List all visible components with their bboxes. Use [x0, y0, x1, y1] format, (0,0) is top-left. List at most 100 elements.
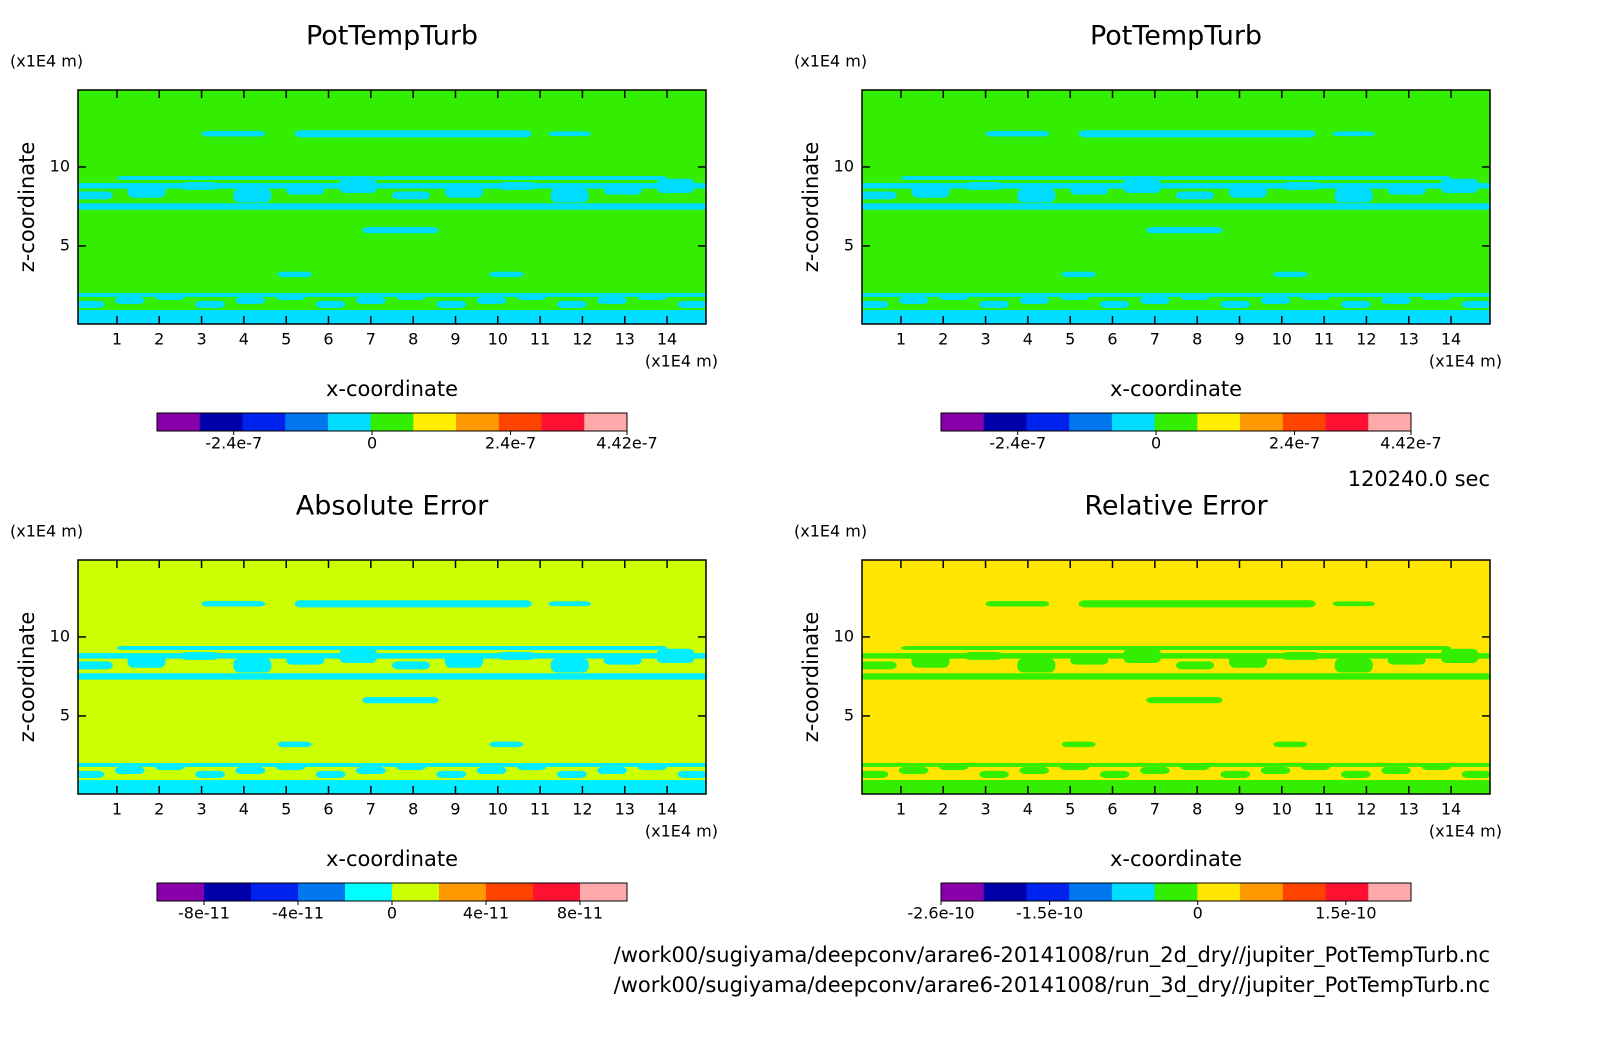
field-feature — [964, 651, 1003, 660]
colorbar-frame — [156, 412, 628, 432]
x-unit: (x1E4 m) — [645, 822, 718, 841]
colorbar-segment — [1111, 413, 1156, 431]
field-feature — [78, 309, 706, 324]
field-feature — [656, 648, 695, 664]
colorbar-tick-label: 0 — [367, 434, 377, 453]
colorbar-segment — [1154, 413, 1198, 431]
colorbar-tick-label: -2.4e-7 — [989, 434, 1046, 453]
colorbar-segment — [1026, 413, 1070, 431]
colorbar-segment — [1368, 413, 1412, 431]
x-tick-label: 2 — [938, 330, 948, 349]
field-feature — [294, 600, 532, 608]
field-feature — [1260, 296, 1291, 305]
field-feature — [1070, 186, 1109, 195]
field-feature — [1334, 658, 1373, 673]
plot-frame — [77, 559, 707, 795]
x-tick-label: 6 — [1107, 330, 1117, 349]
x-tick-label: 7 — [366, 800, 376, 819]
field-feature — [476, 296, 507, 305]
field-feature — [1061, 741, 1096, 748]
x-tick-label: 13 — [615, 330, 635, 349]
field-feature — [656, 178, 695, 194]
field-feature — [1440, 178, 1479, 194]
field-feature — [862, 183, 1490, 189]
field-feature — [444, 653, 483, 668]
x-tick-label: 9 — [450, 330, 460, 349]
y-label: z-coordinate — [799, 612, 823, 743]
x-tick-label: 10 — [488, 800, 508, 819]
y-unit: (x1E4 m) — [10, 522, 83, 541]
field-feature — [1019, 296, 1050, 305]
field-feature — [862, 779, 1490, 794]
colorbar-tick-label: 0 — [1151, 434, 1161, 453]
x-tick-label: 14 — [1441, 330, 1461, 349]
field-feature — [1228, 183, 1267, 198]
x-tick-label: 9 — [450, 800, 460, 819]
colorbar-frame — [940, 882, 1412, 902]
colorbar-segment — [345, 883, 393, 901]
field-feature — [1078, 600, 1316, 608]
field-feature — [1140, 296, 1170, 305]
x-tick-label: 7 — [366, 330, 376, 349]
field-feature — [195, 300, 225, 308]
x-tick-label: 7 — [1150, 800, 1160, 819]
colorbar-segment — [370, 413, 414, 431]
panel-title: Relative Error — [1084, 491, 1268, 522]
colorbar-segment — [1282, 413, 1327, 431]
field-feature — [862, 203, 1490, 210]
field-feature — [201, 601, 266, 607]
field-feature — [597, 296, 627, 305]
field-feature — [78, 191, 113, 200]
colorbar-tick-label: 0 — [387, 904, 397, 923]
field-feature — [497, 181, 536, 190]
field-feature — [277, 271, 312, 278]
field-feature — [900, 176, 1452, 180]
x-tick-label: 12 — [572, 800, 592, 819]
field-feature — [979, 300, 1009, 308]
field-feature — [1070, 656, 1109, 665]
colorbar-tick-label: -8e-11 — [178, 904, 230, 923]
field — [862, 90, 1490, 324]
x-tick-label: 1 — [896, 330, 906, 349]
x-tick-label: 10 — [1272, 800, 1292, 819]
field-feature — [1341, 770, 1371, 778]
colorbar-tick-label: 4.42e-7 — [1380, 434, 1441, 453]
colorbar-tick-label: -2.4e-7 — [205, 434, 262, 453]
field-feature — [862, 770, 889, 778]
field-feature — [1440, 648, 1479, 664]
colorbar-segment — [1325, 413, 1369, 431]
colorbar-tick-label: -2.6e-10 — [907, 904, 974, 923]
x-tick-label: 5 — [281, 330, 291, 349]
field-feature — [78, 762, 706, 767]
colorbar-segment — [157, 413, 201, 431]
field-feature — [1461, 770, 1490, 778]
x-tick-label: 11 — [1314, 330, 1334, 349]
field-feature — [116, 646, 668, 650]
colorbar-segment — [251, 883, 299, 901]
field-feature — [436, 770, 467, 778]
colorbar-segment — [298, 883, 346, 901]
x-tick-label: 3 — [196, 800, 206, 819]
x-tick-label: 4 — [239, 330, 249, 349]
x-tick-label: 5 — [281, 800, 291, 819]
field-feature — [78, 661, 113, 670]
field — [862, 560, 1490, 794]
field-feature — [1078, 130, 1316, 138]
field-feature — [862, 661, 897, 670]
y-tick-label: 10 — [834, 626, 854, 645]
colorbar-segment — [1325, 883, 1369, 901]
field-feature — [603, 656, 642, 665]
field-feature — [114, 296, 145, 305]
colorbar-segment — [285, 413, 329, 431]
colorbar-segment — [204, 883, 252, 901]
field-feature — [180, 651, 219, 660]
x-tick-label: 12 — [1356, 330, 1376, 349]
field-feature — [114, 766, 145, 775]
colorbar-segment — [1154, 883, 1198, 901]
x-tick-label: 8 — [408, 800, 418, 819]
field-feature — [1061, 271, 1096, 278]
field-feature — [898, 766, 929, 775]
x-label: x-coordinate — [326, 377, 458, 401]
colorbar-segment — [533, 883, 581, 901]
y-tick-label: 5 — [844, 705, 854, 724]
